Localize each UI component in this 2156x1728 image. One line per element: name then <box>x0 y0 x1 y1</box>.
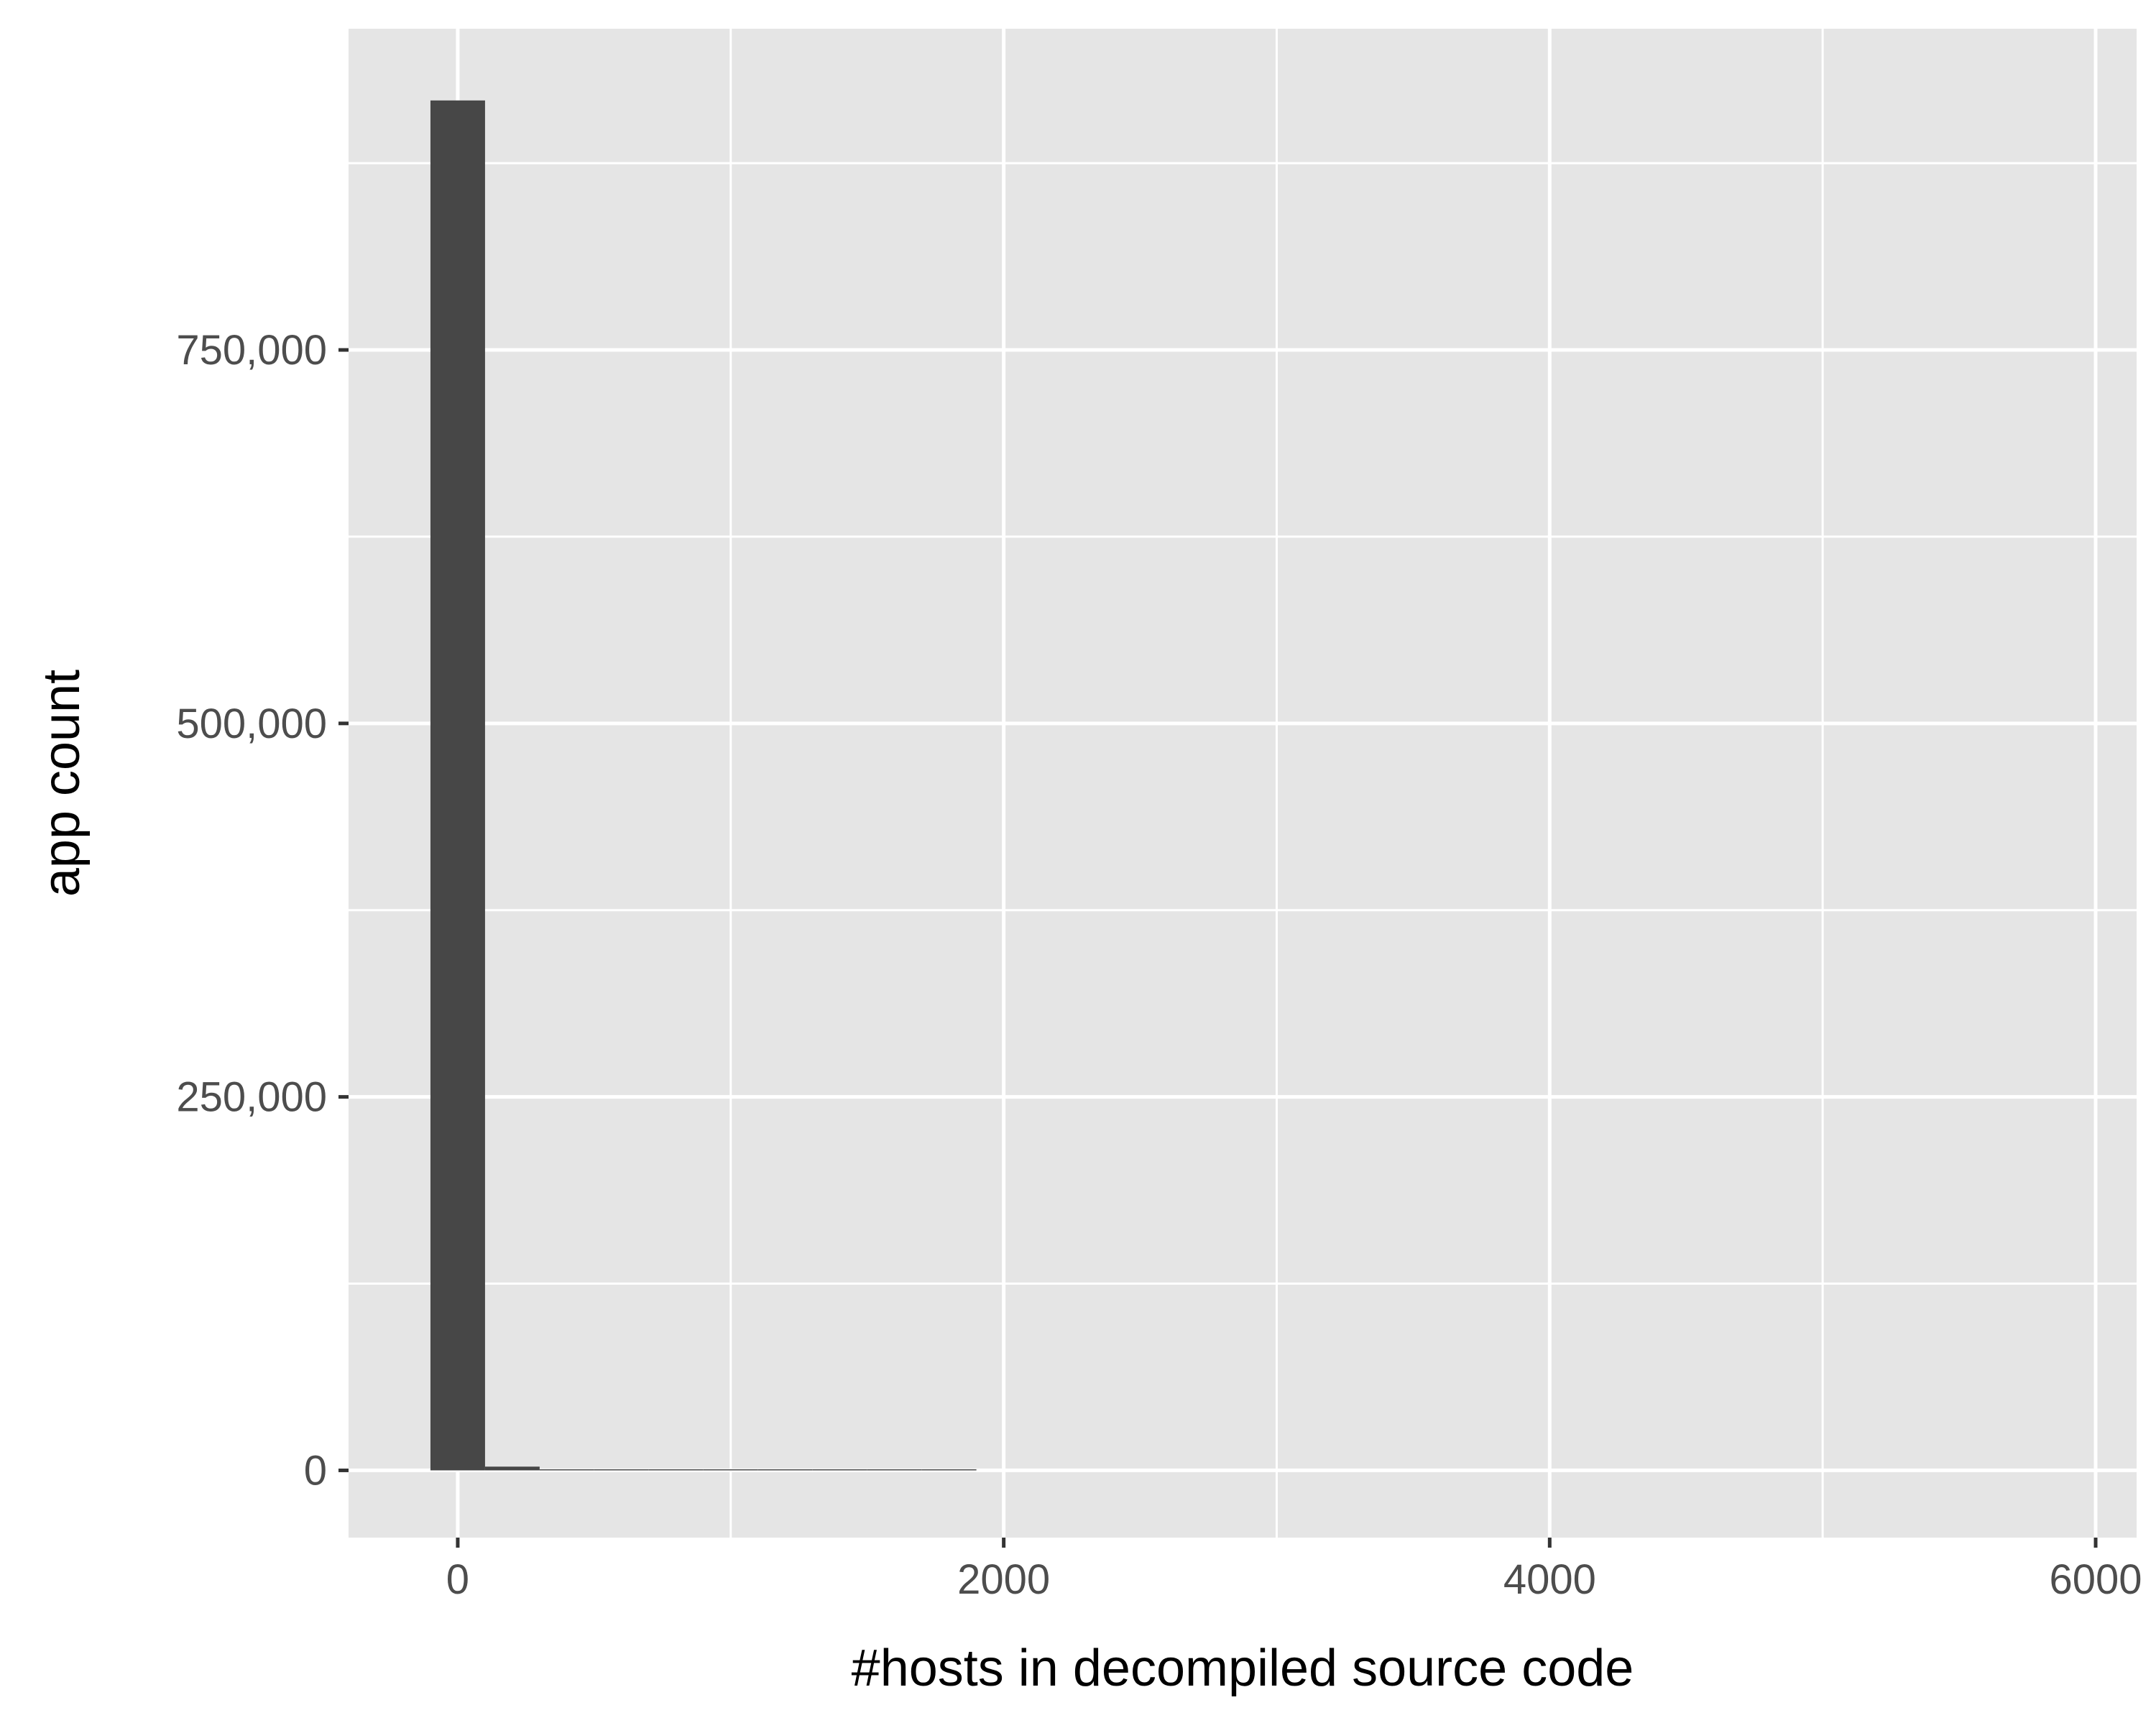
histogram-bar <box>484 1466 540 1471</box>
x-axis-title: #hosts in decompiled source code <box>852 1640 1634 1697</box>
y-tick-label: 0 <box>304 1447 327 1494</box>
x-tick-label: 6000 <box>2050 1556 2142 1603</box>
plot-panel <box>349 29 2137 1538</box>
x-tick-label: 4000 <box>1503 1556 1596 1603</box>
histogram-bar <box>594 1469 649 1471</box>
histogram-bar <box>648 1469 704 1471</box>
x-axis: 0 2000 4000 6000 <box>446 1538 2142 1603</box>
histogram-bar <box>867 1469 922 1471</box>
y-tick-label: 500,000 <box>176 701 327 747</box>
histogram-bars <box>430 100 977 1471</box>
histogram-bar <box>921 1469 977 1471</box>
x-tick-label: 2000 <box>957 1556 1050 1603</box>
y-tick-label: 250,000 <box>176 1074 327 1121</box>
y-axis-title: app count <box>33 670 91 897</box>
minor-gridlines <box>349 29 2137 1538</box>
y-tick-label: 750,000 <box>176 327 327 374</box>
y-axis: 0 250,000 500,000 750,000 <box>176 327 349 1494</box>
x-tick-label: 0 <box>446 1556 469 1603</box>
histogram-bar <box>757 1469 813 1471</box>
histogram-bar <box>812 1469 867 1471</box>
histogram-bar <box>539 1469 594 1471</box>
histogram-bar <box>430 100 485 1471</box>
histogram-bar <box>703 1469 758 1471</box>
